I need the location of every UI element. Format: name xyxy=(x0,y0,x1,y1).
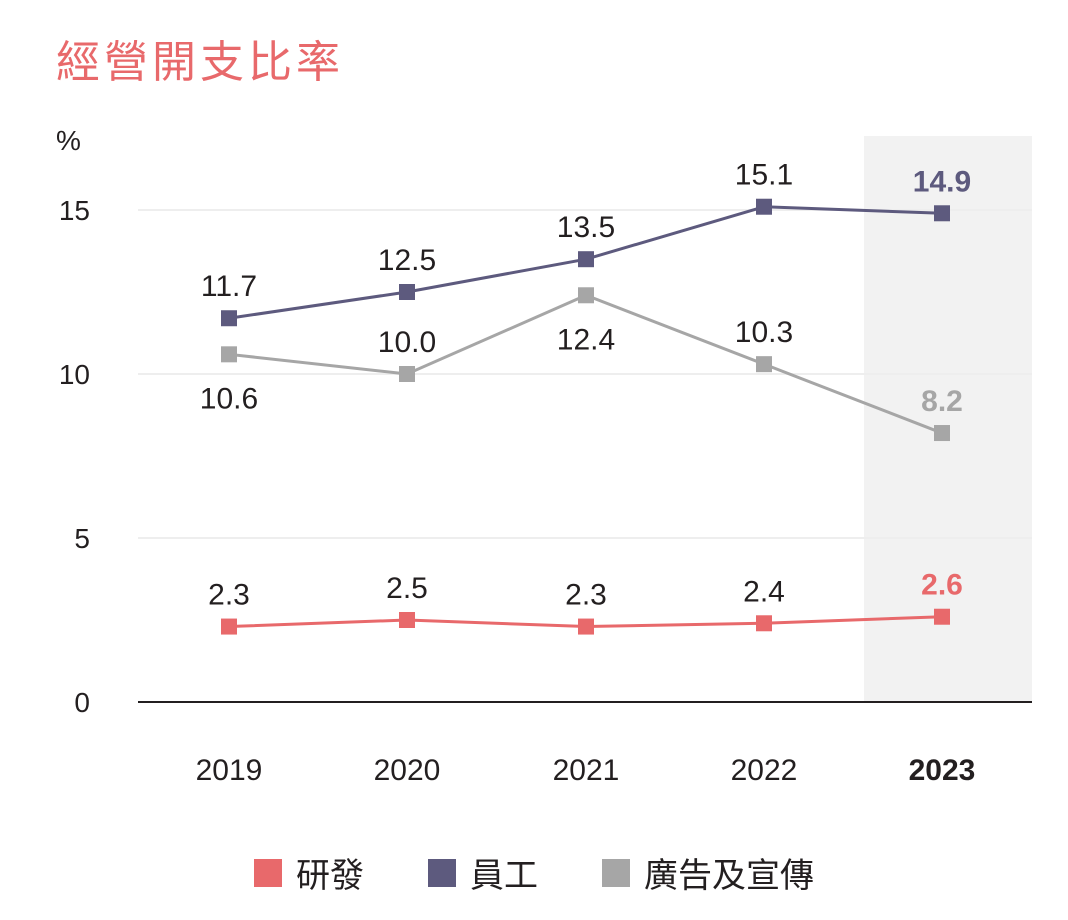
highlight-column xyxy=(864,136,1032,702)
data-label: 11.7 xyxy=(201,270,257,303)
data-label: 2.4 xyxy=(743,575,785,608)
data-point xyxy=(221,310,237,327)
x-tick-labels: 2019 2020 2021 2022 2023 xyxy=(196,754,976,787)
data-label: 10.0 xyxy=(378,326,436,359)
data-point xyxy=(578,287,594,304)
legend-item: 研發 xyxy=(254,848,364,897)
data-point xyxy=(221,346,237,363)
data-point xyxy=(934,205,950,222)
data-label: 10.3 xyxy=(735,316,793,349)
series-lines xyxy=(221,198,950,635)
legend: 研發 員工 廣告及宣傳 xyxy=(0,848,1068,897)
data-point xyxy=(934,608,950,625)
data-point xyxy=(399,612,415,628)
data-label: 2.6 xyxy=(921,569,963,602)
x-tick-label: 2022 xyxy=(731,754,798,787)
data-label: 2.3 xyxy=(565,579,607,612)
series-line xyxy=(228,293,943,435)
legend-swatch xyxy=(254,858,282,887)
data-point xyxy=(756,198,772,215)
data-label: 15.1 xyxy=(735,159,793,192)
legend-swatch xyxy=(428,858,456,887)
data-point xyxy=(756,356,772,373)
x-tick-label: 2023 xyxy=(909,754,976,787)
chart-title: 經營開支比率 xyxy=(56,37,344,88)
y-tick-labels: 0 5 10 15 xyxy=(59,195,90,718)
data-label: 2.3 xyxy=(208,579,250,612)
data-point xyxy=(578,618,594,635)
y-tick-label: 10 xyxy=(59,359,90,390)
legend-label: 廣告及宣傳 xyxy=(644,856,814,896)
y-tick-label: 5 xyxy=(74,523,90,554)
x-tick-label: 2021 xyxy=(553,754,620,787)
data-label: 14.9 xyxy=(913,165,971,198)
data-labels: 2.3 2.5 2.3 2.4 2.6 11.7 12.5 13.5 15.1 14.9 10.6 1… xyxy=(200,159,971,612)
data-label: 8.2 xyxy=(921,385,963,418)
data-point xyxy=(756,615,772,632)
x-tick-label: 2020 xyxy=(374,754,441,787)
data-label: 2.5 xyxy=(386,572,428,605)
y-tick-label: 0 xyxy=(74,687,90,718)
data-point xyxy=(578,251,594,268)
y-axis-unit: % xyxy=(56,125,81,156)
data-point xyxy=(934,425,950,442)
data-label: 13.5 xyxy=(557,211,615,244)
data-point xyxy=(399,366,415,382)
data-point xyxy=(221,618,237,635)
legend-item: 員工 xyxy=(428,848,538,897)
legend-label: 員工 xyxy=(470,856,538,896)
legend-item: 廣告及宣傳 xyxy=(602,848,814,897)
x-tick-label: 2019 xyxy=(196,754,263,787)
data-label: 10.6 xyxy=(200,382,258,415)
legend-swatch xyxy=(602,858,630,887)
y-tick-label: 15 xyxy=(59,195,90,226)
data-label: 12.4 xyxy=(557,323,615,356)
data-label: 12.5 xyxy=(378,244,436,277)
legend-label: 研發 xyxy=(296,856,364,896)
data-point xyxy=(399,284,415,300)
